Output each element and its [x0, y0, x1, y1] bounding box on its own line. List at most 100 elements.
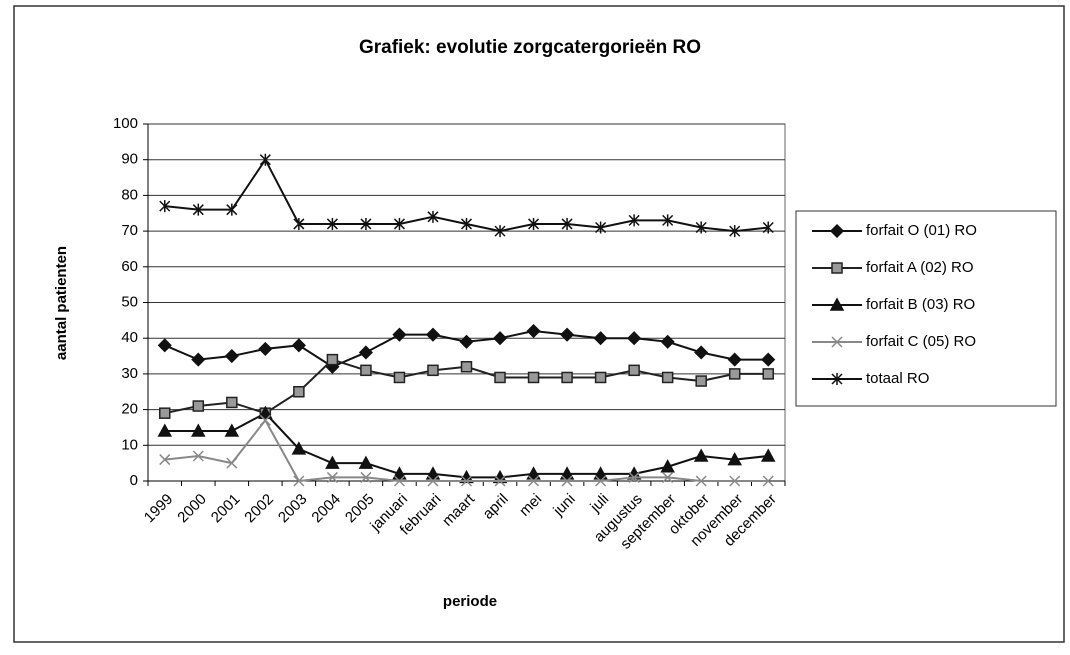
- y-tick-label: 70: [121, 222, 138, 239]
- data-point: [326, 471, 338, 483]
- data-point: [460, 361, 473, 373]
- data-point: [760, 448, 776, 462]
- data-point: [360, 364, 372, 377]
- y-tick-label: 20: [121, 401, 138, 418]
- data-point: [226, 203, 238, 216]
- data-point: [460, 217, 473, 230]
- legend-label: forfait C (05) RO: [866, 333, 976, 350]
- data-point: [595, 475, 607, 487]
- data-point: [258, 341, 273, 356]
- data-point: [291, 338, 306, 353]
- data-point: [494, 475, 506, 487]
- data-point: [258, 405, 273, 419]
- data-point: [325, 455, 340, 469]
- data-point: [627, 331, 642, 346]
- legend-label: forfait O (01) RO: [866, 222, 977, 239]
- data-point: [358, 455, 374, 469]
- data-point: [159, 454, 171, 466]
- y-tick-label: 0: [130, 472, 138, 489]
- data-point: [224, 348, 239, 364]
- legend-marker: [831, 336, 843, 348]
- data-point: [728, 368, 741, 380]
- data-point: [360, 217, 372, 230]
- data-point: [259, 153, 271, 166]
- data-point: [729, 475, 741, 487]
- data-point: [762, 368, 774, 380]
- data-point: [392, 466, 407, 480]
- data-point: [694, 345, 709, 360]
- data-point: [293, 217, 305, 230]
- data-point: [561, 475, 573, 487]
- data-point: [492, 469, 508, 484]
- data-point: [561, 371, 573, 384]
- data-point: [628, 471, 640, 483]
- data-point: [695, 375, 707, 387]
- data-point: [224, 423, 240, 437]
- data-point: [157, 338, 172, 353]
- y-tick-label: 80: [121, 186, 138, 203]
- data-point: [494, 371, 506, 384]
- data-point: [693, 448, 709, 462]
- data-point: [695, 221, 707, 234]
- data-point: [326, 217, 338, 230]
- data-point: [593, 331, 608, 346]
- y-tick-label: 30: [121, 365, 138, 382]
- y-tick-label: 90: [121, 151, 138, 168]
- legend-label: totaal RO: [866, 370, 929, 387]
- data-point: [528, 475, 540, 487]
- data-point: [761, 352, 776, 367]
- data-point: [727, 452, 742, 466]
- data-point: [226, 457, 238, 469]
- data-point: [494, 225, 506, 238]
- y-axis-title: aantal patienten: [53, 246, 70, 360]
- data-point: [660, 459, 675, 473]
- data-point: [226, 396, 238, 409]
- data-point: [594, 371, 607, 384]
- data-point: [459, 469, 474, 484]
- x-axis-title: periode: [443, 593, 497, 610]
- data-point: [192, 400, 205, 412]
- y-tick-label: 60: [121, 258, 138, 275]
- data-point: [293, 475, 305, 487]
- data-point: [293, 386, 305, 398]
- data-point: [528, 217, 540, 230]
- data-point: [762, 221, 774, 234]
- legend-marker: [829, 297, 845, 311]
- data-point: [662, 214, 674, 227]
- chart-title: Grafiek: evolutie zorgcatergorieën RO: [359, 37, 701, 58]
- data-point: [660, 334, 675, 349]
- data-point: [425, 466, 441, 480]
- data-point: [492, 331, 508, 346]
- data-point: [393, 475, 405, 487]
- data-point: [661, 371, 674, 384]
- data-point: [192, 450, 204, 462]
- y-tick-label: 40: [121, 329, 138, 346]
- legend-label: forfait B (03) RO: [866, 296, 975, 313]
- legend-marker: [829, 223, 845, 239]
- data-point: [559, 466, 575, 480]
- data-point: [326, 353, 339, 366]
- data-point: [560, 327, 575, 342]
- data-point: [662, 471, 674, 483]
- data-point: [358, 345, 373, 360]
- data-point: [393, 217, 405, 230]
- data-point: [392, 327, 407, 342]
- legend-label: forfait A (02) RO: [866, 259, 974, 276]
- data-point: [459, 334, 474, 349]
- data-point: [729, 225, 741, 238]
- data-point: [695, 475, 707, 487]
- data-point: [526, 323, 541, 339]
- data-point: [159, 407, 171, 419]
- data-point: [425, 327, 441, 342]
- data-point: [460, 475, 473, 487]
- data-point: [159, 200, 171, 213]
- y-tick-label: 50: [121, 293, 138, 310]
- data-point: [561, 217, 573, 230]
- data-point: [526, 466, 541, 480]
- data-point: [393, 371, 406, 384]
- data-point: [628, 364, 640, 377]
- data-point: [527, 371, 540, 384]
- data-point: [727, 352, 742, 367]
- y-tick-label: 10: [121, 436, 138, 453]
- data-point: [427, 364, 439, 377]
